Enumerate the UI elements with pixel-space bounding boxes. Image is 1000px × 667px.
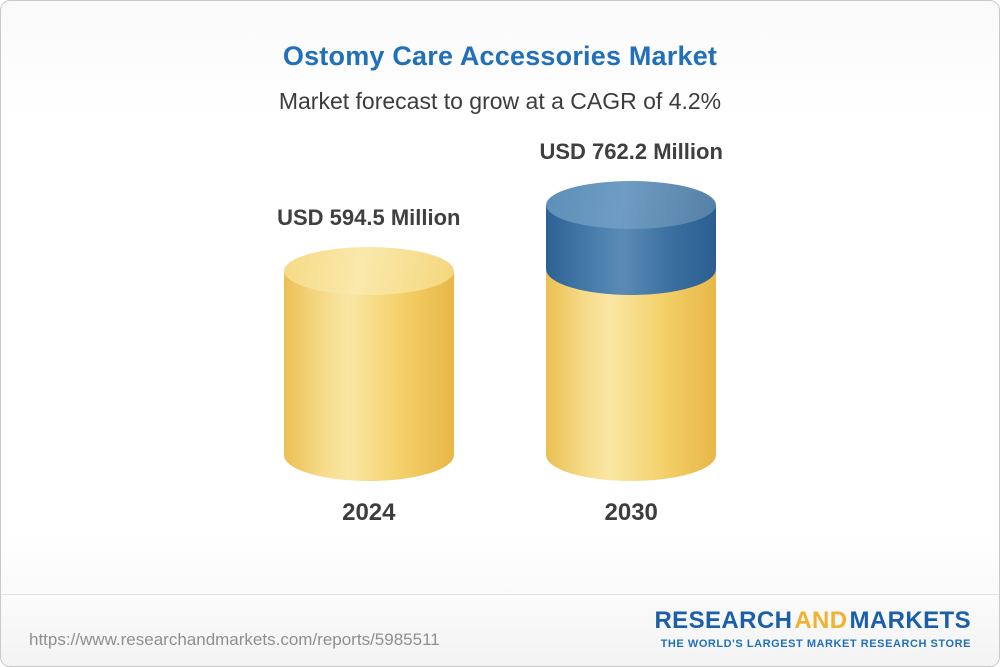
- chart-header: Ostomy Care Accessories Market Market fo…: [1, 1, 999, 115]
- cylinder-2030: [546, 181, 717, 481]
- logo-word-markets: MARKETS: [849, 607, 971, 634]
- category-label-2024: 2024: [342, 499, 396, 526]
- cylinder-2024-body: [283, 271, 454, 481]
- value-label-2030: USD 762.2 Million: [539, 139, 723, 164]
- value-label-2024: USD 594.5 Million: [277, 205, 461, 230]
- category-label-2030: 2030: [604, 499, 658, 526]
- report-url[interactable]: https://www.researchandmarkets.com/repor…: [29, 630, 440, 649]
- logo-tagline: THE WORLD'S LARGEST MARKET RESEARCH STOR…: [660, 638, 971, 650]
- chart-title: Ostomy Care Accessories Market: [282, 41, 718, 71]
- logo-wordmark: RESEARCHANDMARKETS: [654, 607, 971, 635]
- bar-group-2030: USD 762.2 Million 2030: [540, 139, 723, 527]
- bar-group-2024: USD 594.5 Million 2024: [277, 205, 460, 527]
- logo-word-research: RESEARCH: [654, 607, 793, 634]
- chart-subtitle: Market forecast to grow at a CAGR of 4.2…: [278, 88, 722, 114]
- logo-word-and: AND: [794, 607, 848, 634]
- cylinder-2024-top-ellipse: [283, 247, 454, 295]
- research-and-markets-logo: RESEARCHANDMARKETS THE WORLD'S LARGEST M…: [654, 607, 971, 650]
- cylinder-2024: [283, 247, 454, 481]
- chart-area: USD 594.5 Million 2024 USD 762.2 Million…: [1, 139, 999, 527]
- footer: https://www.researchandmarkets.com/repor…: [1, 594, 999, 666]
- cylinder-2030-top-ellipse: [546, 181, 717, 229]
- cylinder-2030-base-segment: [546, 269, 717, 481]
